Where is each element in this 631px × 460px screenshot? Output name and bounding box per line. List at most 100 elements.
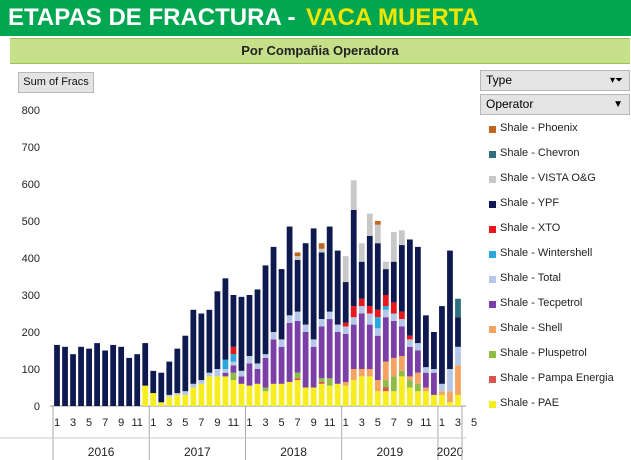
- bar-segment-26-4: [262, 357, 269, 388]
- x-tick-label-7: 3: [166, 417, 172, 429]
- bar-segment-13-0: [158, 402, 165, 406]
- bar-segment-12-0: [150, 393, 157, 406]
- bar-segment-49-3: [447, 391, 453, 403]
- subtitle-bar: Por Compañia Operadora: [10, 38, 630, 64]
- bar-segment-39-5: [366, 313, 373, 325]
- bar-segment-45-4: [415, 350, 421, 373]
- bar-segment-17-5: [190, 383, 197, 388]
- bar-segment-37-4: [350, 324, 357, 369]
- bar-segment-32-0: [310, 387, 317, 406]
- bar-segment-4-8: [86, 348, 92, 406]
- legend-swatch: [489, 251, 496, 258]
- x-tick-label-16: 9: [311, 417, 317, 429]
- legend-item[interactable]: Shale - Tecpetrol: [480, 293, 630, 318]
- legend-swatch: [489, 226, 496, 233]
- y-tick-label-4: 400: [22, 253, 40, 265]
- bar-segment-48-0: [439, 394, 445, 406]
- legend-item[interactable]: Shale - PAE: [480, 393, 630, 418]
- bar-segment-33-4: [318, 326, 325, 379]
- bar-segment-37-3: [350, 369, 357, 381]
- bar-segment-34-2: [326, 378, 333, 386]
- bar-segment-45-2: [415, 383, 421, 392]
- bar-segment-36-0: [342, 385, 349, 406]
- bar-segment-32-5: [310, 339, 317, 347]
- bar-segment-31-5: [302, 324, 309, 332]
- legend-item[interactable]: Shale - Total: [480, 268, 630, 293]
- bar-segment-39-3: [366, 369, 373, 377]
- bar-segment-44-8: [406, 239, 413, 336]
- bar-segment-28-8: [278, 269, 285, 340]
- bar-segment-45-0: [415, 391, 421, 406]
- legend-label: Shale - Shell: [500, 322, 563, 334]
- bar-segment-28-0: [278, 383, 285, 406]
- legend-swatch: [489, 351, 496, 358]
- bar-segment-11-0: [142, 385, 149, 406]
- bar-segment-39-7: [366, 306, 373, 314]
- chevron-down-icon[interactable]: ▼: [613, 99, 623, 110]
- legend-item[interactable]: Shale - Wintershell: [480, 243, 630, 268]
- bar-segment-50-8: [455, 317, 461, 347]
- bar-segment-27-0: [270, 383, 277, 406]
- bar-segment-24-0: [246, 385, 253, 406]
- legend-items: Shale - Phoenix Shale - Chevron Shale - VI…: [480, 118, 630, 418]
- legend-item[interactable]: Shale - YPF: [480, 193, 630, 218]
- bar-segment-46-3: [423, 387, 429, 392]
- legend-item[interactable]: Shale - Pluspetrol: [480, 343, 630, 368]
- bar-segment-43-3: [398, 356, 405, 371]
- bar-segment-41-1: [382, 387, 389, 392]
- value-field-button[interactable]: Sum of Fracs: [18, 72, 94, 93]
- bar-segment-42-9: [390, 232, 397, 262]
- legend-item[interactable]: Shale - Pampa Energia: [480, 368, 630, 393]
- bar-segment-41-6: [382, 306, 389, 310]
- bar-segment-48-8: [439, 306, 445, 384]
- bar-segment-43-2: [398, 370, 405, 377]
- bar-segment-30-1: [294, 378, 301, 381]
- bar-segment-8-8: [118, 346, 125, 406]
- bar-segment-38-4: [358, 313, 365, 369]
- legend-item[interactable]: Shale - XTO: [480, 218, 630, 243]
- bar-segment-30-2: [294, 372, 301, 379]
- bar-segment-17-8: [190, 309, 197, 384]
- legend-swatch: [489, 276, 496, 283]
- bar-segment-38-8: [358, 261, 365, 299]
- bar-segment-37-5: [350, 317, 357, 325]
- x-tick-label-22: 9: [407, 417, 413, 429]
- bar-segment-30-0: [294, 380, 301, 406]
- bar-segment-30-5: [294, 311, 301, 321]
- legend-swatch: [489, 301, 496, 308]
- bar-segment-19-5: [206, 372, 213, 377]
- bar-segment-33-2: [318, 378, 325, 382]
- bar-segment-43-5: [398, 319, 405, 327]
- bar-segment-14-5: [166, 394, 173, 397]
- type-filter-button[interactable]: Type ▾⏷: [480, 70, 630, 91]
- bar-segment-31-0: [302, 387, 309, 406]
- bar-segment-44-2: [406, 380, 413, 388]
- bar-segment-22-4: [230, 365, 237, 373]
- legend-item[interactable]: Shale - VISTA O&G: [480, 168, 630, 193]
- legend-label: Shale - Tecpetrol: [500, 297, 583, 309]
- bar-segment-34-5: [326, 311, 333, 320]
- bar-segment-42-4: [390, 320, 397, 358]
- bar-segment-20-5: [214, 369, 221, 377]
- bar-segment-33-0: [318, 383, 325, 406]
- bar-segment-40-7: [374, 309, 381, 318]
- y-tick-label-2: 200: [22, 327, 40, 339]
- year-label-2: 2018: [280, 445, 307, 459]
- bar-segment-47-0: [431, 394, 437, 406]
- year-label-0: 2016: [88, 445, 115, 459]
- bar-segment-49-8: [447, 250, 453, 369]
- funnel-dropdown-icon[interactable]: ▾⏷: [609, 75, 623, 86]
- legend-item[interactable]: Shale - Chevron: [480, 143, 630, 168]
- bar-segment-48-5: [439, 383, 445, 392]
- bar-segment-5-8: [94, 343, 100, 406]
- bar-segment-10-8: [134, 354, 141, 406]
- bar-segment-38-0: [358, 376, 365, 406]
- legend-label: Shale - YPF: [500, 197, 560, 209]
- bar-segment-42-8: [390, 261, 397, 303]
- bar-segment-20-8: [214, 291, 221, 369]
- legend-item[interactable]: Shale - Shell: [480, 318, 630, 343]
- bar-segment-37-8: [350, 209, 357, 307]
- x-tick-label-23: 11: [420, 417, 431, 429]
- operator-filter-button[interactable]: Operator ▼: [480, 94, 630, 115]
- legend-item[interactable]: Shale - Phoenix: [480, 118, 630, 143]
